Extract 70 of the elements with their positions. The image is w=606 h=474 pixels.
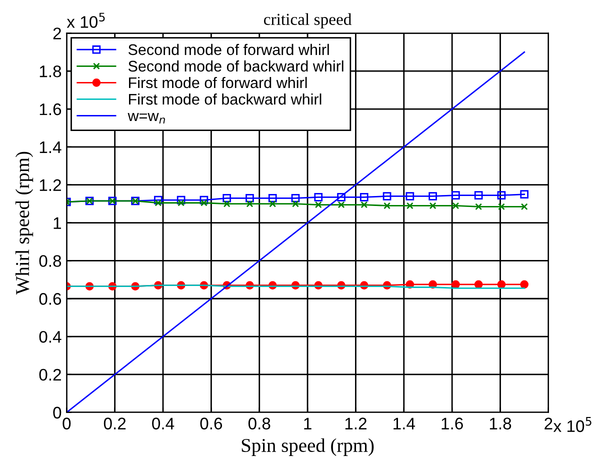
point xyxy=(360,193,368,202)
point xyxy=(338,201,345,208)
point xyxy=(452,202,460,210)
point xyxy=(452,191,460,200)
x-tick-label: 0 xyxy=(62,418,71,430)
text: x 10$^{5}$ xyxy=(553,417,592,432)
point xyxy=(154,199,162,206)
x-tick-label: 1.6 xyxy=(442,418,463,430)
x-tick-label: 1.4 xyxy=(394,418,415,430)
legend-label: Second mode of backward whirl xyxy=(128,60,344,72)
point xyxy=(520,190,529,199)
y-tick-label: 1.6 xyxy=(40,103,62,116)
text: x 10$^{5}$ xyxy=(66,12,105,28)
point xyxy=(406,192,414,200)
point xyxy=(452,280,460,289)
point xyxy=(498,203,505,210)
y-tick-label: 1.2 xyxy=(40,179,61,191)
x-axis-title: Spin speed (rpm) xyxy=(242,438,374,456)
chart-title: critical speed xyxy=(264,13,352,28)
point xyxy=(154,196,162,204)
x-tick-label: 1 xyxy=(304,418,312,430)
point xyxy=(384,202,391,210)
point xyxy=(520,203,528,210)
point xyxy=(314,201,322,208)
point xyxy=(337,193,346,202)
y-tick-label: 1.8 xyxy=(40,66,62,78)
y-tick-label: 0.8 xyxy=(39,255,62,267)
point xyxy=(497,191,506,200)
point xyxy=(269,200,276,208)
point xyxy=(475,203,482,210)
point xyxy=(200,199,208,206)
x-tick-label: 0.2 xyxy=(104,418,126,430)
point xyxy=(474,191,483,200)
point xyxy=(291,194,300,202)
point xyxy=(292,200,299,208)
y-tick-label: 0 xyxy=(53,406,62,419)
point xyxy=(178,199,185,206)
point xyxy=(382,192,392,200)
point xyxy=(360,201,368,208)
y-tick-label: 0.4 xyxy=(39,330,62,343)
point xyxy=(200,196,208,204)
point xyxy=(222,194,232,202)
point xyxy=(223,200,230,208)
point xyxy=(520,280,529,289)
point xyxy=(246,200,254,208)
legend-label: w=w$_{n}$ xyxy=(128,112,165,124)
point xyxy=(406,202,414,210)
y-tick-label: 1 xyxy=(54,217,61,229)
point xyxy=(428,192,437,200)
y-tick-label: 2 xyxy=(53,28,61,40)
y-tick-label: 0.6 xyxy=(39,293,62,305)
x-tick-label: 0.8 xyxy=(248,418,270,430)
legend-label: First mode of forward whirl xyxy=(129,76,307,88)
x-tick-label: 2 xyxy=(544,418,552,430)
y-axis-title: Whirl speed (rpm) xyxy=(15,152,34,295)
point xyxy=(429,202,436,210)
y-tick-label: 0.2 xyxy=(39,368,61,381)
legend-label: First mode of backward whirl xyxy=(129,93,322,105)
point xyxy=(474,280,483,289)
x-tick-label: 1.2 xyxy=(345,418,366,430)
x-tick-label: 1.8 xyxy=(490,418,512,430)
point xyxy=(497,280,506,289)
point xyxy=(314,193,323,202)
x-tick-label: 0.4 xyxy=(152,418,174,430)
point xyxy=(268,194,277,202)
x-tick-label: 0.6 xyxy=(200,418,222,430)
legend-label: Second mode of forward whirl xyxy=(128,44,329,56)
point xyxy=(246,194,254,202)
y-tick-label: 1.4 xyxy=(40,142,62,153)
point xyxy=(176,196,186,204)
